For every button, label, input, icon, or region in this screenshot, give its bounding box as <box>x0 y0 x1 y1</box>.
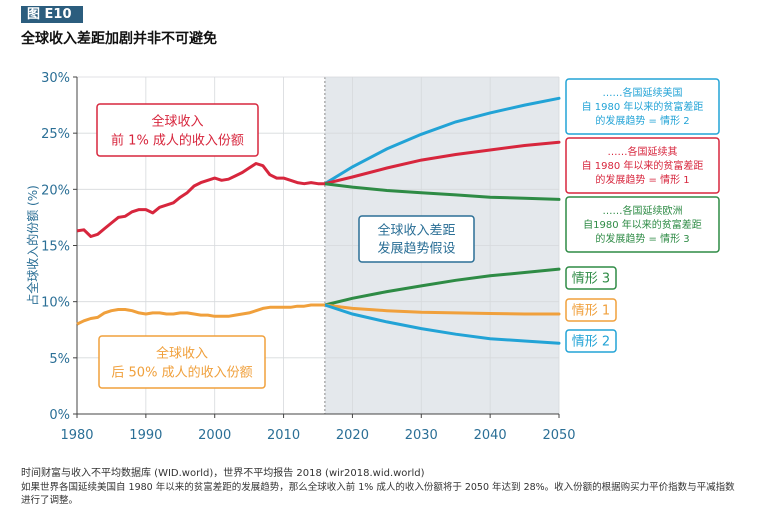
x-tick-label: 2030 <box>405 428 438 443</box>
x-tick-label: 2020 <box>336 428 369 443</box>
x-tick-label: 1990 <box>129 428 162 443</box>
x-tick-label: 2040 <box>474 428 507 443</box>
callout-green-text: ……各国延续欧洲 <box>603 204 683 217</box>
label-bottom50-frame <box>98 335 266 389</box>
tag-blue: 情形 2 <box>565 329 617 353</box>
callout-red-text: 自 1980 年以来的贫富差距 <box>582 159 704 172</box>
scenario-line <box>323 96 561 186</box>
tag-orange-text: 情形 1 <box>572 304 610 319</box>
label-top1-text: 全球收入 <box>151 113 203 129</box>
callout-red-text: ……各国延续其 <box>608 145 678 158</box>
callout-blue: ……各国延续美国自 1980 年以来的贫富差距的发展趋势 = 情形 2 <box>565 78 720 135</box>
callout-green-text: 自1980 年以来的贫富差距 <box>583 218 702 231</box>
callout-blue-text: 自 1980 年以来的贫富差距 <box>582 100 704 113</box>
figure-label: 图 E10 <box>21 6 83 23</box>
scenario-line <box>323 303 561 316</box>
chart: 0% 5% 10% 15% 20% 25% 30% 1980 1990 2000 2010 2020 2… <box>25 71 720 443</box>
historical-line <box>76 162 325 238</box>
historical-line <box>76 303 325 326</box>
scenario-line <box>323 303 561 345</box>
callout-blue-frame <box>565 78 720 135</box>
scenario-line <box>323 182 561 201</box>
x-tick-label: 2050 <box>542 428 575 443</box>
label-top1: 全球收入前 1% 成人的收入份额 <box>96 103 259 157</box>
callout-red-frame <box>565 137 720 194</box>
tag-green-text: 情形 3 <box>572 272 610 287</box>
tag-green: 情形 3 <box>565 266 617 290</box>
label-top1-text: 前 1% 成人的收入份额 <box>111 132 244 148</box>
label-projection-frame <box>358 215 475 263</box>
scenario-line <box>323 267 561 307</box>
label-bottom50-text: 全球收入 <box>156 345 208 361</box>
tag-orange-frame <box>565 298 617 322</box>
y-tick-label: 0% <box>49 408 70 423</box>
tag-green-frame <box>565 266 617 290</box>
y-tick-label: 30% <box>41 71 70 86</box>
x-tick-label: 1980 <box>60 428 93 443</box>
label-bottom50-text: 后 50% 成人的收入份额 <box>111 364 252 380</box>
footnote: 如果世界各国延续美国自 1980 年以来的贫富差距的发展趋势，那么全球收入前 1… <box>21 482 735 506</box>
callout-green-text: 的发展趋势 = 情形 3 <box>595 232 689 245</box>
y-axis-label: 占全球收入的份额 (%) <box>25 185 40 306</box>
y-tick-label: 5% <box>49 352 70 367</box>
x-tick-label: 2010 <box>267 428 300 443</box>
callout-red-text: 的发展趋势 = 情形 1 <box>595 173 689 186</box>
source-note: 时间财富与收入不平均数据库 (WID.world)，世界不平均报告 2018 (… <box>21 468 425 479</box>
y-tick-label: 20% <box>41 183 70 198</box>
callout-blue-text: ……各国延续美国 <box>603 86 683 99</box>
y-tick-label: 10% <box>41 296 70 311</box>
tag-orange: 情形 1 <box>565 298 617 322</box>
figure-title: 全球收入差距加剧并非不可避免 <box>21 31 217 47</box>
x-tick-label: 2000 <box>198 428 231 443</box>
scenario-line <box>323 140 561 186</box>
label-top1-frame <box>96 103 259 157</box>
tag-blue-frame <box>565 329 617 353</box>
label-projection-text: 全球收入差距 <box>377 223 455 239</box>
callout-green-frame <box>565 196 720 253</box>
label-projection-text: 发展趋势假设 <box>377 241 455 257</box>
y-tick-label: 15% <box>41 240 70 255</box>
tag-blue-text: 情形 2 <box>572 335 610 350</box>
y-tick-label: 25% <box>41 127 70 142</box>
callout-blue-text: 的发展趋势 = 情形 2 <box>595 114 689 127</box>
